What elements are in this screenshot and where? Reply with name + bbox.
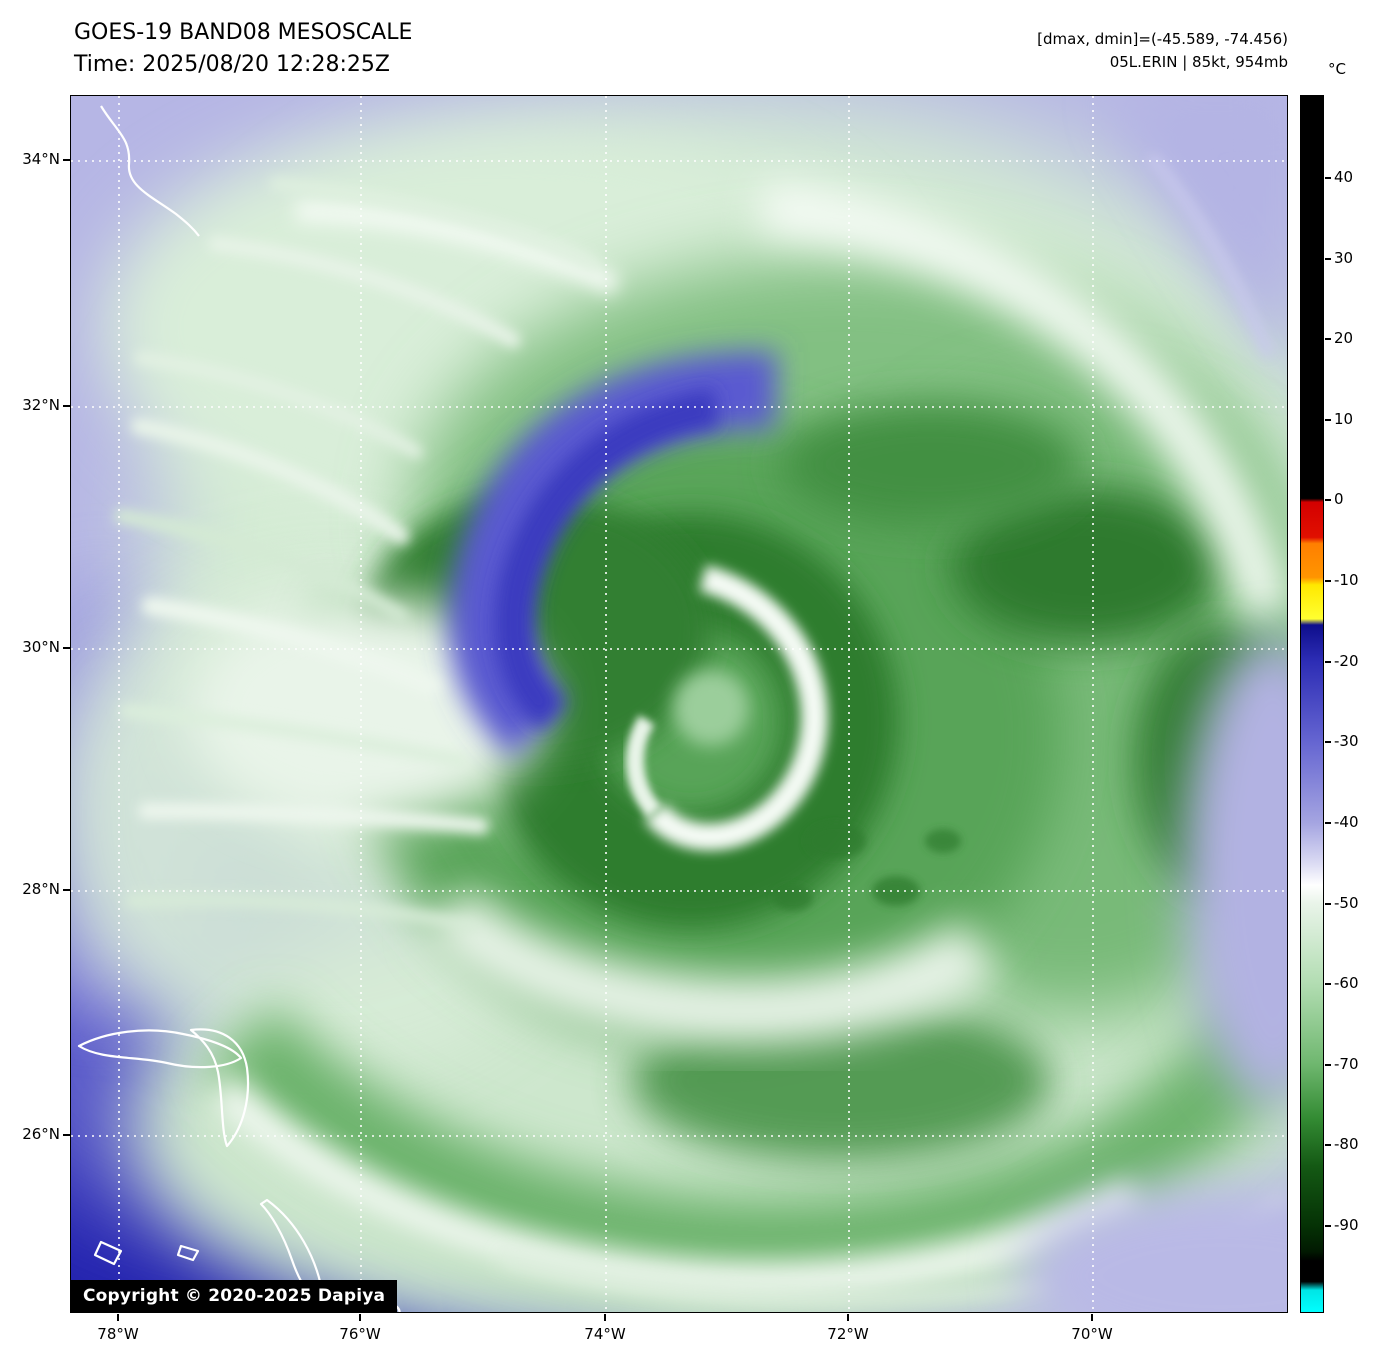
white-cloud-bands [191,182,1287,1312]
colorbar-tick-label: -90 [1334,1215,1359,1234]
lat-tick-mark [63,159,70,161]
colorbar-tick-label: -60 [1334,974,1359,993]
satellite-art [71,96,1287,1312]
figure-timestamp: Time: 2025/08/20 12:28:25Z [74,52,390,78]
colorbar-tick-mark [1325,418,1331,421]
lat-tick-mark [63,889,70,891]
lon-tick-mark [117,1314,119,1321]
lon-tick-mark [1091,1314,1093,1321]
colorbar-tick-label: -50 [1334,893,1359,912]
lat-tick-mark [63,1134,70,1136]
lon-tick-label: 72°W [827,1325,869,1343]
storm-info-annotation: 05L.ERIN | 85kt, 954mb [1109,53,1288,71]
colorbar-tick-mark [1325,660,1331,663]
colorbar-tick-mark [1325,177,1331,179]
colorbar-tick-mark [1325,257,1331,260]
storm-eye [626,564,828,851]
dmax-dmin-annotation: [dmax, dmin]=(-45.589, -74.456) [1037,30,1288,48]
satellite-image: Copyright © 2020-2025 Dapiya [70,95,1288,1313]
colorbar-gradient [1301,96,1323,1312]
lon-tick-mark [604,1314,606,1321]
colorbar-tick-mark [1325,1063,1331,1066]
lon-tick-mark [359,1314,361,1321]
colorbar-unit-label: °C [1328,60,1346,78]
lat-tick-label: 34°N [22,150,60,168]
colorbar-tick-mark [1325,1224,1331,1227]
lat-tick-label: 30°N [22,638,60,656]
lon-tick-label: 76°W [339,1325,381,1343]
colorbar-tick-label: 30 [1334,248,1354,267]
colorbar-tick-mark [1325,821,1331,824]
colorbar-tick-label: -80 [1334,1135,1359,1154]
colorbar-tick-mark [1325,902,1331,905]
dry-edges [1021,96,1287,1312]
colorbar [1300,95,1324,1313]
lat-tick-label: 26°N [22,1125,60,1143]
lat-tick-label: 28°N [22,880,60,898]
figure-title: GOES-19 BAND08 MESOSCALE [74,20,413,45]
lon-tick-mark [847,1314,849,1321]
colorbar-tick-mark [1325,983,1331,986]
colorbar-tick-label: -70 [1334,1054,1359,1073]
colorbar-tick-mark [1325,499,1331,502]
dry-slot [448,351,778,759]
colorbar-tick-label: 40 [1334,168,1354,186]
grid-lines [71,96,1287,1312]
lat-tick-label: 32°N [22,396,60,414]
colorbar-tick-label: 10 [1334,409,1354,428]
copyright-watermark: Copyright © 2020-2025 Dapiya [71,1280,398,1312]
colorbar-tick-mark [1325,741,1331,744]
colorbar-tick-label: -10 [1334,571,1359,590]
colorbar-tick-mark [1325,1144,1331,1147]
colorbar-tick-label: 0 [1334,490,1344,509]
lat-tick-mark [63,647,70,649]
colorbar-tick-mark [1325,580,1331,583]
lat-tick-mark [63,405,70,407]
annotation-block: [dmax, dmin]=(-45.589, -74.456) 05L.ERIN… [1037,30,1288,76]
colorbar-tick-mark [1325,338,1331,341]
title-block: GOES-19 BAND08 MESOSCALE Time: 2025/08/2… [74,20,412,79]
lon-tick-label: 78°W [97,1325,139,1343]
lon-tick-label: 74°W [584,1325,626,1343]
colorbar-tick-label: -40 [1334,812,1359,831]
colorbar-tick-label: -30 [1334,732,1359,751]
colorbar-tick-label: -20 [1334,651,1359,670]
lon-tick-label: 70°W [1071,1325,1113,1343]
striated-bands [114,178,597,932]
colorbar-tick-label: 20 [1334,329,1354,348]
